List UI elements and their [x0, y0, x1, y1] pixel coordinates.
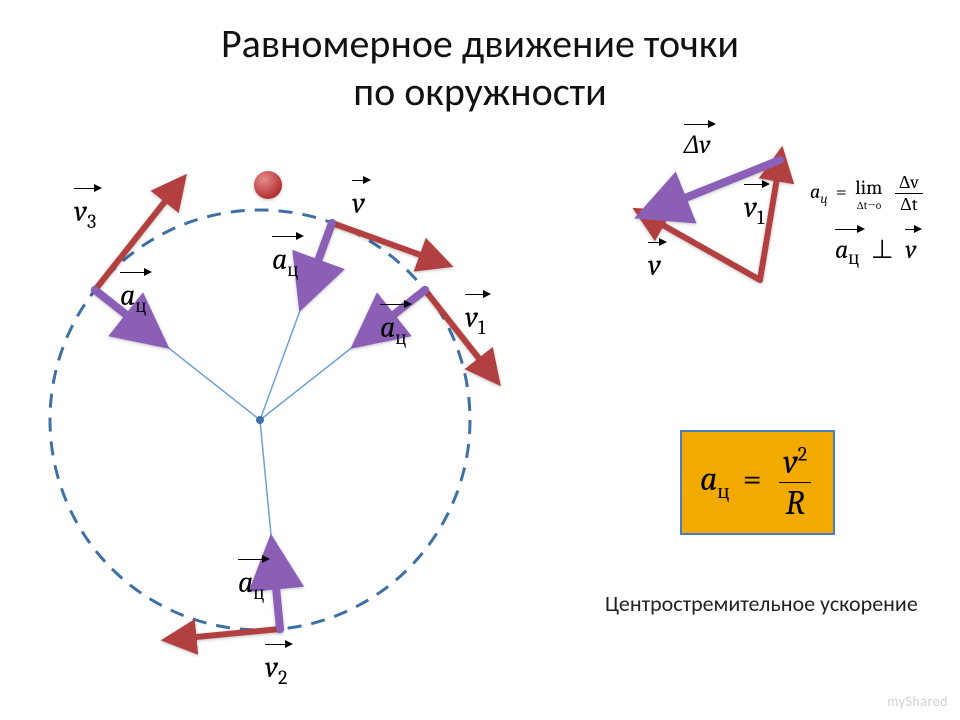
label-v1: v1	[465, 300, 485, 339]
perp-formula: aц ⊥ v	[835, 235, 916, 270]
label-a-top: aц	[272, 242, 298, 282]
watermark: myShared	[887, 693, 948, 710]
label-tri-v: v	[648, 248, 661, 283]
center-dot	[256, 416, 264, 424]
label-a-left: aц	[120, 278, 146, 318]
ball-icon	[254, 171, 282, 199]
limit-formula: aц = lim Δt→o Δv Δt	[810, 172, 927, 215]
label-v: v	[352, 186, 365, 221]
formula-box: aц = v2 R	[680, 430, 835, 535]
label-v2: v2	[265, 650, 287, 689]
label-a-bottom: aц	[238, 565, 264, 605]
caption-text: Центростремительное ускорение	[605, 590, 918, 617]
label-v3: v3	[74, 194, 96, 233]
label-tri-v1: v1	[744, 190, 764, 229]
label-dv: Δv	[684, 130, 710, 160]
label-a-right: aц	[380, 310, 406, 350]
